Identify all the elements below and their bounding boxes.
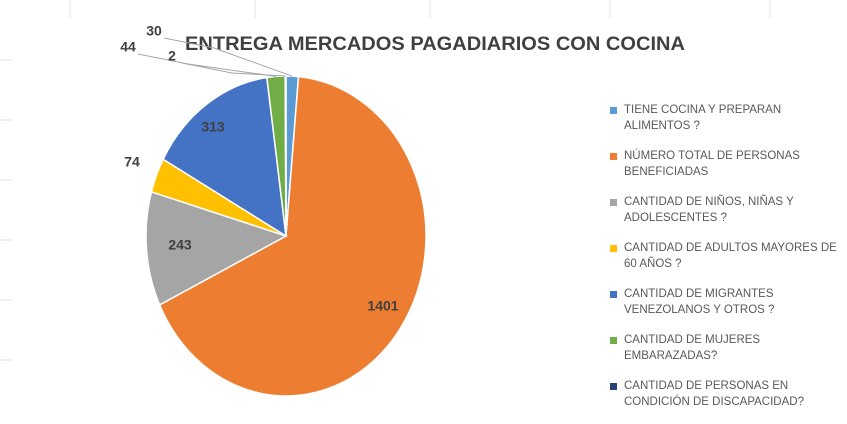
- chart-title: ENTREGA MERCADOS PAGADIARIOS CON COCINA: [185, 34, 685, 55]
- data-label: 30: [146, 23, 162, 39]
- data-label: 2: [168, 48, 176, 64]
- legend-label: CANTIDAD DE NIÑOS, NIÑAS Y ADOLESCENTES …: [624, 196, 794, 224]
- data-label: 74: [124, 154, 140, 170]
- legend-swatch: [610, 107, 617, 114]
- pie-slice: [145, 190, 288, 306]
- pie-slice: [284, 75, 287, 237]
- leader-line: [181, 62, 286, 77]
- legend-swatch: [610, 245, 617, 252]
- data-label: 313: [201, 119, 225, 135]
- legend-entry: NÚMERO TOTAL DE PERSONAS BENEFICIADAS: [610, 148, 842, 194]
- legend-label: NÚMERO TOTAL DE PERSONAS BENEFICIADAS: [624, 150, 800, 178]
- legend-label: CANTIDAD DE MIGRANTES VENEZOLANOS Y OTRO…: [624, 288, 775, 316]
- leader-line: [137, 53, 277, 77]
- legend-label: CANTIDAD DE ADULTOS MAYORES DE 60 AÑOS ?: [624, 242, 837, 270]
- legend-label: CANTIDAD DE MUJERES EMBARAZADAS?: [624, 334, 761, 362]
- data-label: 243: [168, 237, 192, 253]
- legend-swatch: [610, 337, 617, 344]
- pie-slice: [158, 75, 427, 397]
- legend-swatch: [610, 153, 617, 160]
- legend-entry: CANTIDAD DE MUJERES EMBARAZADAS?: [610, 332, 842, 378]
- legend: TIENE COCINA Y PREPARAN ALIMENTOS ? NÚMER…: [610, 102, 842, 424]
- legend-label: TIENE COCINA Y PREPARAN ALIMENTOS ?: [624, 104, 782, 132]
- legend-swatch: [610, 291, 617, 298]
- legend-label: CANTIDAD DE PERSONAS EN CONDICIÓN DE DIS…: [624, 380, 804, 408]
- data-label: 1401: [367, 298, 398, 314]
- pie-slice: [162, 76, 287, 238]
- legend-swatch: [610, 383, 617, 390]
- sheet-grid: [0, 0, 771, 361]
- legend-swatch: [610, 199, 617, 206]
- data-label: 44: [120, 39, 136, 55]
- legend-entry: TIENE COCINA Y PREPARAN ALIMENTOS ?: [610, 102, 842, 148]
- legend-entry: CANTIDAD DE NIÑOS, NIÑAS Y ADOLESCENTES …: [610, 194, 842, 240]
- legend-entry: CANTIDAD DE MIGRANTES VENEZOLANOS Y OTRO…: [610, 286, 842, 332]
- legend-entry: CANTIDAD DE ADULTOS MAYORES DE 60 AÑOS ?: [610, 240, 842, 286]
- leader-line: [163, 37, 293, 77]
- legend-entry: CANTIDAD DE PERSONAS EN CONDICIÓN DE DIS…: [610, 378, 842, 424]
